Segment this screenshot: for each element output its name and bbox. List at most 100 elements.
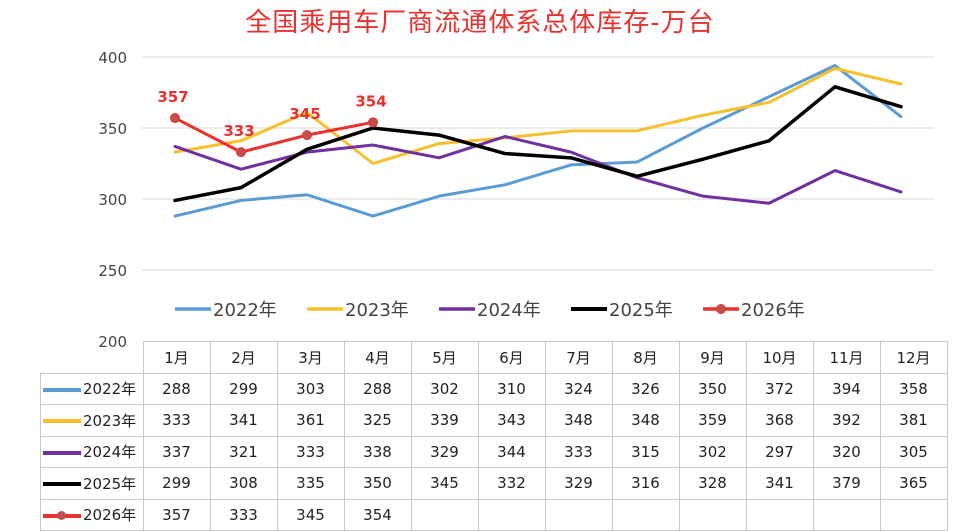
table-cell: 299 bbox=[209, 372, 278, 405]
series-lines bbox=[170, 64, 903, 218]
table-cell: 333 bbox=[142, 404, 211, 437]
table-column-header: 5月 bbox=[410, 341, 479, 374]
table-header-row: 1月 2月 3月 4月 5月 6月 7月 8月 9月 10月 11月 12月 bbox=[40, 341, 948, 374]
table-row: 2025年 299 308 335 350 345 332 329 316 328 341 379 36… bbox=[40, 467, 948, 500]
table-cell: 350 bbox=[678, 372, 747, 405]
table-cell: 379 bbox=[812, 467, 881, 500]
table-cell: 302 bbox=[410, 372, 479, 405]
table-cell: 345 bbox=[410, 467, 479, 500]
table-column-header: 9月 bbox=[678, 341, 747, 374]
table-column-header: 8月 bbox=[611, 341, 680, 374]
table-cell: 302 bbox=[678, 435, 747, 468]
table-cell bbox=[678, 498, 747, 531]
data-label: 354 bbox=[355, 92, 386, 110]
series-line-2025年 bbox=[173, 85, 903, 203]
table-cell: 324 bbox=[544, 372, 613, 405]
table-column-header: 3月 bbox=[276, 341, 345, 374]
table-row: 2026年 357 333 345 354 bbox=[40, 498, 948, 531]
table-cell: 310 bbox=[477, 372, 546, 405]
series-swatch bbox=[43, 450, 81, 455]
table-cell: 320 bbox=[812, 435, 881, 468]
legend-label: 2026年 bbox=[741, 300, 805, 321]
table-column-header: 2月 bbox=[209, 341, 278, 374]
table-cell: 299 bbox=[142, 467, 211, 500]
table-cell: 332 bbox=[477, 467, 546, 500]
table-cell: 338 bbox=[343, 435, 412, 468]
legend-item: 2022年 bbox=[175, 300, 277, 321]
table-cell: 308 bbox=[209, 467, 278, 500]
y-tick-label: 250 bbox=[98, 262, 127, 280]
table-cell: 337 bbox=[142, 435, 211, 468]
data-labels: 357 333 345 354 bbox=[157, 88, 386, 140]
table-row: 2023年 333 341 361 325 339 343 348 348 359 368 392 38… bbox=[40, 404, 948, 437]
table-column-header: 4月 bbox=[343, 341, 412, 374]
series-marker bbox=[57, 510, 66, 520]
table-cell: 335 bbox=[276, 467, 345, 500]
series-swatch bbox=[43, 510, 81, 520]
table-cell: 316 bbox=[611, 467, 680, 500]
legend-label: 2024年 bbox=[477, 300, 541, 321]
table-cell: 354 bbox=[343, 498, 412, 531]
table-row-header: 2024年 bbox=[40, 435, 144, 468]
table-cell: 381 bbox=[879, 404, 948, 437]
data-label: 333 bbox=[223, 122, 254, 140]
table-cell: 357 bbox=[142, 498, 211, 531]
table-cell: 372 bbox=[745, 372, 814, 405]
data-table: 1月 2月 3月 4月 5月 6月 7月 8月 9月 10月 11月 12月 2022年 288 299 30… bbox=[40, 341, 948, 531]
table-cell: 359 bbox=[678, 404, 747, 437]
table-column-header: 6月 bbox=[477, 341, 546, 374]
legend-item: 2026年 bbox=[703, 300, 805, 321]
table-cell bbox=[544, 498, 613, 531]
legend-item: 2023年 bbox=[307, 300, 409, 321]
table-cell: 333 bbox=[544, 435, 613, 468]
data-point bbox=[302, 130, 312, 141]
legend-label: 2022年 bbox=[213, 300, 277, 321]
series-swatch bbox=[43, 419, 81, 424]
table-row: 2024年 337 321 333 338 329 344 333 315 302 297 320 30… bbox=[40, 435, 948, 468]
data-point bbox=[368, 117, 378, 128]
series-name: 2024年 bbox=[83, 443, 137, 462]
series-name: 2025年 bbox=[83, 474, 137, 493]
table-cell bbox=[745, 498, 814, 531]
table-cell: 348 bbox=[544, 404, 613, 437]
table-column-header: 1月 bbox=[142, 341, 211, 374]
table-column-header: 12月 bbox=[879, 341, 948, 374]
legend: 2022年 2023年 2024年 2025年 2026年 bbox=[175, 300, 805, 321]
table-row-header: 2023年 bbox=[40, 404, 144, 437]
table-cell: 350 bbox=[343, 467, 412, 500]
table-cell: 358 bbox=[879, 372, 948, 405]
data-point bbox=[236, 147, 246, 158]
table-row: 2022年 288 299 303 288 302 310 324 326 350 372 394 35… bbox=[40, 372, 948, 405]
table-cell: 339 bbox=[410, 404, 479, 437]
series-name: 2023年 bbox=[83, 411, 137, 430]
data-label: 345 bbox=[289, 105, 320, 123]
legend-item: 2024年 bbox=[439, 300, 541, 321]
table-column-header: 10月 bbox=[745, 341, 814, 374]
series-line-2024年 bbox=[173, 135, 903, 205]
table-cell: 345 bbox=[276, 498, 345, 531]
table-cell: 303 bbox=[276, 372, 345, 405]
table-cell: 288 bbox=[142, 372, 211, 405]
table-cell: 325 bbox=[343, 404, 412, 437]
y-tick-label: 400 bbox=[98, 49, 127, 67]
table-cell: 305 bbox=[879, 435, 948, 468]
table-cell: 361 bbox=[276, 404, 345, 437]
table-cell: 344 bbox=[477, 435, 546, 468]
table-cell bbox=[611, 498, 680, 531]
table-row-header: 2022年 bbox=[40, 372, 144, 405]
legend-item: 2025年 bbox=[571, 300, 673, 321]
data-label: 357 bbox=[157, 88, 188, 106]
table-row-header: 2026年 bbox=[40, 498, 144, 531]
legend-marker bbox=[716, 304, 726, 314]
table-column-header: 7月 bbox=[544, 341, 613, 374]
series-name: 2026年 bbox=[83, 506, 137, 525]
table-cell: 394 bbox=[812, 372, 881, 405]
table-cell: 341 bbox=[745, 467, 814, 500]
table-cell: 297 bbox=[745, 435, 814, 468]
table-cell: 315 bbox=[611, 435, 680, 468]
series-line-2026年 bbox=[173, 116, 375, 154]
series-swatch bbox=[43, 482, 81, 487]
table-cell bbox=[879, 498, 948, 531]
